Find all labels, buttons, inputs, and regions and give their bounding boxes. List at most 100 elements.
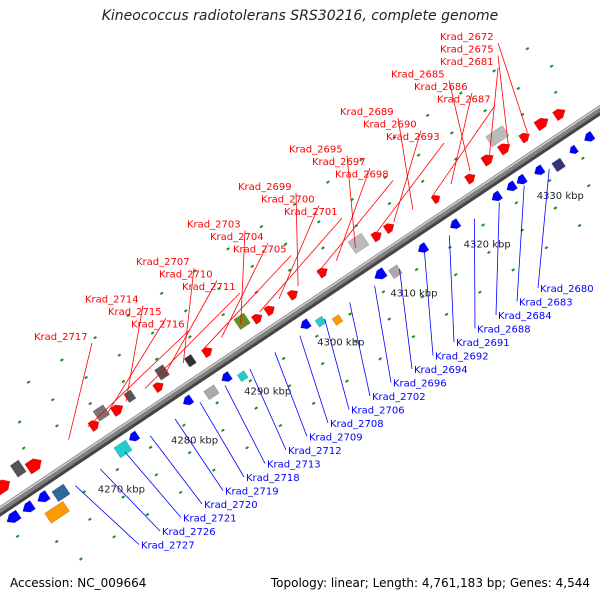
forward-gene-label: Krad_2704 bbox=[210, 232, 264, 243]
reverse-gene-shape bbox=[51, 483, 71, 503]
reverse-gene-label: Krad_2708 bbox=[330, 419, 384, 430]
tick-mark bbox=[544, 245, 549, 250]
tick-mark bbox=[420, 295, 425, 299]
tick-mark bbox=[82, 490, 86, 494]
forward-gene-shape bbox=[286, 289, 299, 301]
forward-gene bbox=[123, 389, 137, 404]
reverse-gene-label: Krad_2720 bbox=[204, 500, 258, 511]
tick-mark bbox=[378, 357, 382, 361]
forward-gene bbox=[463, 173, 476, 185]
reverse-gene-label: Krad_2696 bbox=[393, 379, 447, 390]
forward-gene bbox=[87, 420, 100, 432]
forward-leader-line bbox=[202, 255, 292, 351]
tick-mark bbox=[50, 397, 55, 402]
tick-mark bbox=[84, 375, 88, 380]
forward-leader-line bbox=[144, 292, 241, 389]
reverse-gene-label: Krad_2718 bbox=[246, 473, 300, 484]
forward-gene-label: Krad_2693 bbox=[386, 132, 440, 143]
forward-gene-label: Krad_2695 bbox=[289, 145, 343, 156]
forward-gene bbox=[430, 194, 441, 205]
reverse-leader-line bbox=[537, 168, 550, 289]
forward-gene-label: Krad_2689 bbox=[340, 107, 394, 118]
forward-leader-line bbox=[259, 217, 343, 313]
tick-mark bbox=[478, 290, 482, 294]
forward-gene bbox=[370, 231, 382, 243]
tick-mark bbox=[320, 361, 325, 366]
tick-mark bbox=[425, 113, 430, 118]
tick-mark bbox=[354, 339, 358, 344]
forward-gene-shape bbox=[370, 231, 382, 243]
reverse-gene-label: Krad_2680 bbox=[540, 284, 594, 295]
reverse-gene bbox=[300, 318, 312, 330]
tick-mark bbox=[387, 201, 392, 206]
forward-gene-label: Krad_2687 bbox=[437, 95, 491, 106]
reverse-gene-label: Krad_2691 bbox=[456, 338, 510, 349]
tick-mark bbox=[281, 356, 286, 361]
forward-gene bbox=[154, 364, 170, 381]
reverse-gene bbox=[551, 157, 566, 173]
reverse-gene bbox=[449, 218, 462, 230]
reverse-gene-shape bbox=[584, 130, 596, 142]
reverse-leader-line bbox=[224, 385, 266, 464]
reverse-gene bbox=[491, 190, 504, 202]
tick-mark bbox=[420, 179, 425, 184]
forward-leader-line bbox=[278, 205, 320, 300]
tick-mark bbox=[221, 312, 226, 317]
reverse-gene-shape bbox=[551, 157, 566, 173]
reverse-leader-line bbox=[374, 285, 392, 383]
reverse-leader-line bbox=[349, 302, 371, 397]
genome-backbone bbox=[0, 104, 600, 514]
reverse-leader-line bbox=[249, 368, 287, 451]
forward-gene-label: Krad_2711 bbox=[182, 282, 236, 293]
forward-gene bbox=[233, 312, 251, 330]
reverse-gene-shape bbox=[6, 509, 22, 523]
tick-mark bbox=[150, 331, 155, 335]
forward-gene-label: Krad_2700 bbox=[261, 195, 315, 206]
forward-gene-label: Krad_2690 bbox=[363, 120, 417, 131]
forward-gene bbox=[286, 289, 299, 301]
reverse-gene bbox=[113, 439, 133, 459]
accession-label: Accession: NC_009664 bbox=[10, 576, 147, 590]
reverse-gene bbox=[221, 371, 233, 382]
reverse-leader-line bbox=[199, 402, 245, 478]
tick-mark bbox=[553, 206, 558, 210]
tick-mark bbox=[414, 267, 419, 272]
tick-mark bbox=[17, 420, 22, 424]
tick-mark bbox=[221, 428, 225, 433]
forward-leader-line bbox=[374, 142, 445, 236]
reverse-gene-shape bbox=[388, 264, 403, 279]
tick-mark bbox=[481, 223, 485, 227]
tick-mark bbox=[483, 108, 487, 113]
forward-gene-shape bbox=[9, 459, 27, 478]
forward-gene-shape bbox=[123, 389, 137, 404]
tick-mark bbox=[287, 268, 292, 272]
tick-mark bbox=[316, 220, 321, 224]
reverse-gene-shape bbox=[417, 242, 430, 253]
forward-gene bbox=[200, 347, 213, 359]
reverse-gene-shape bbox=[314, 315, 327, 328]
tick-mark bbox=[547, 178, 552, 183]
reverse-gene-label: Krad_2712 bbox=[288, 446, 342, 457]
tick-mark bbox=[586, 183, 591, 188]
reverse-gene-shape bbox=[569, 144, 579, 155]
forward-gene-shape bbox=[552, 108, 566, 122]
reverse-gene bbox=[314, 315, 327, 328]
tick-mark bbox=[248, 378, 253, 383]
tick-mark bbox=[278, 423, 283, 428]
forward-gene bbox=[250, 313, 263, 325]
forward-gene bbox=[9, 459, 27, 478]
forward-leader-line bbox=[163, 280, 218, 376]
forward-leader-line bbox=[295, 192, 299, 287]
tick-mark bbox=[54, 539, 59, 544]
reverse-gene bbox=[37, 490, 51, 503]
forward-leader-line bbox=[431, 105, 496, 197]
reverse-leader-line bbox=[424, 252, 434, 356]
reverse-gene-shape bbox=[37, 490, 51, 503]
tick-mark bbox=[126, 313, 131, 318]
reverse-leader-line bbox=[299, 335, 329, 424]
forward-gene-label: Krad_2686 bbox=[414, 82, 468, 93]
reverse-gene bbox=[182, 394, 195, 406]
reverse-gene-label: Krad_2713 bbox=[267, 460, 321, 471]
tick-mark bbox=[178, 490, 183, 495]
tick-mark bbox=[215, 401, 219, 405]
